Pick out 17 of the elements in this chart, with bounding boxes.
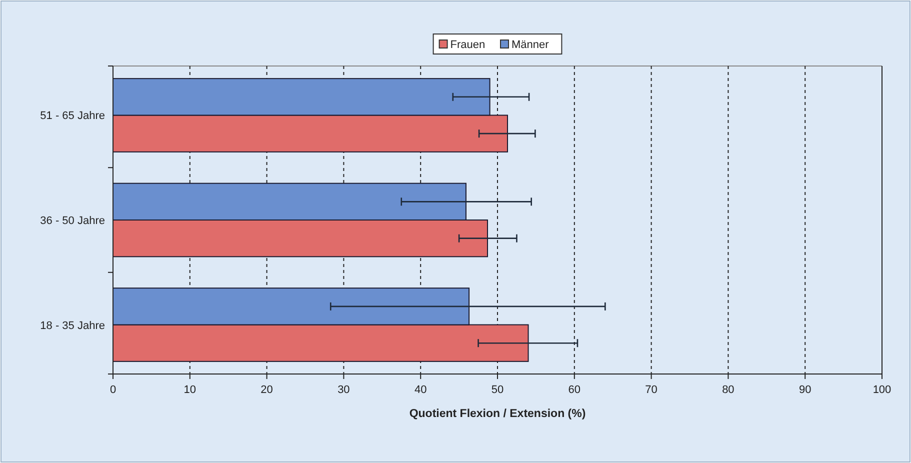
legend-label: Frauen (450, 39, 486, 51)
y-tick-label: 36 - 50 Jahre (40, 215, 105, 227)
y-tick-label: 18 - 35 Jahre (40, 320, 105, 332)
x-tick-label: 50 (491, 384, 504, 396)
x-tick-label: 30 (338, 384, 350, 396)
y-tick-label: 51 - 65 Jahre (40, 110, 105, 122)
x-tick-label: 60 (568, 384, 581, 396)
x-tick-label: 80 (722, 384, 734, 396)
x-tick-label: 0 (110, 384, 116, 396)
x-tick-label: 20 (260, 384, 273, 396)
x-axis-title: Quotient Flexion / Extension (%) (409, 408, 586, 420)
x-tick-label: 90 (798, 384, 812, 396)
x-tick-label: 70 (645, 384, 658, 396)
x-tick-label: 40 (414, 384, 427, 396)
x-tick-label: 10 (184, 384, 196, 396)
legend-label: Männer (512, 39, 550, 51)
x-tick-label: 100 (872, 384, 892, 396)
